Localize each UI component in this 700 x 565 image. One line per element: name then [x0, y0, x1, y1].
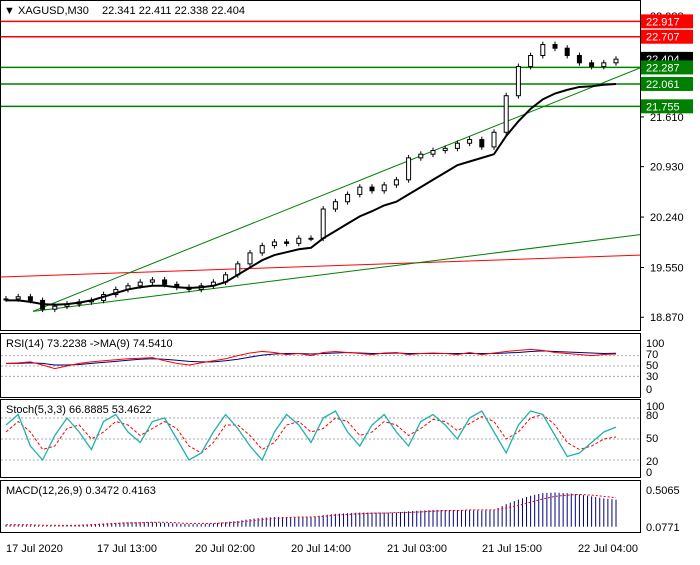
candle-body: [308, 237, 314, 240]
candle-body: [564, 47, 570, 57]
rsi-tick: 100: [646, 338, 664, 350]
price-axis-tick: 19.550: [650, 263, 684, 275]
candle-body: [552, 44, 558, 49]
stoch-tick: 100: [646, 401, 664, 413]
support-level-label: 22.287: [646, 62, 680, 74]
time-label: 21 Jul 03:00: [387, 543, 447, 555]
rsi-plot-layer: [1, 348, 640, 377]
candle-body: [381, 184, 387, 192]
candle-body: [27, 296, 33, 301]
axis-layer: 22.98821.61020.93020.24019.55018.87022.9…: [640, 11, 693, 324]
candle-body: [259, 245, 265, 254]
candle-body: [247, 252, 253, 265]
candle-body: [613, 58, 619, 64]
rsi-label: RSI(14) 73.2238 ->MA(9) 74.5410: [6, 338, 173, 350]
candle-body: [418, 153, 424, 159]
rsi-tick: 30: [646, 371, 658, 383]
candle-body: [15, 296, 21, 300]
stoch-tick: 0: [646, 467, 652, 479]
candle-body: [442, 147, 448, 152]
time-label: 22 Jul 04:00: [578, 543, 638, 555]
price-axis-tick: 20.240: [650, 212, 684, 224]
resistance-level-label: 22.707: [646, 32, 680, 44]
candle-body: [345, 193, 351, 203]
price-plot-layer: [0, 20, 641, 313]
support-level-badge: [641, 99, 693, 114]
rsi-tick: 50: [646, 360, 658, 372]
support-level-badge: [641, 60, 693, 75]
candle-body: [430, 150, 436, 155]
candle-body: [601, 62, 607, 67]
candle-body: [393, 179, 399, 186]
resistance-level-label: 22.917: [646, 16, 680, 28]
time-label: 20 Jul 02:00: [195, 543, 255, 555]
trend-channel-lower: [32, 234, 641, 312]
rsi-line: [5, 348, 617, 370]
candle-body: [515, 65, 521, 97]
candle-body: [491, 131, 497, 148]
support-level-badge: [641, 76, 693, 91]
candle-body: [149, 279, 155, 283]
candle-body: [284, 241, 290, 244]
candle-body: [528, 55, 534, 67]
trend-channel-upper: [32, 67, 641, 312]
price-axis-tick: 18.870: [650, 312, 684, 324]
candle-body: [467, 139, 473, 144]
chart-collapse-icon[interactable]: ▼: [4, 5, 15, 17]
time-label: 17 Jul 13:00: [97, 543, 157, 555]
candle-body: [479, 139, 485, 148]
resistance-level-badge: [641, 29, 693, 44]
time-label: 20 Jul 14:00: [291, 543, 351, 555]
candle-body: [162, 279, 168, 285]
macd-tick: 0.5065: [646, 485, 680, 497]
rsi-tick: 0: [646, 384, 652, 396]
stoch-plot-layer: [1, 410, 640, 462]
macd-plot-layer: [5, 492, 617, 527]
macd-signal-line: [6, 493, 617, 526]
candle-body: [454, 142, 460, 149]
ohlc-values: 22.341 22.411 22.338 22.404: [102, 5, 245, 17]
long-resistance-line: [0, 254, 641, 278]
stoch-tick: 20: [646, 456, 658, 468]
time-label: 21 Jul 15:00: [482, 543, 542, 555]
candle-body: [357, 186, 363, 195]
time-label: 17 Jul 2020: [6, 543, 63, 555]
stoch-tick: 80: [646, 410, 658, 422]
price-axis-tick: 21.610: [650, 112, 684, 124]
resistance-level-badge: [641, 14, 693, 29]
macd-tick: 0.0771: [646, 522, 680, 534]
stoch-tick: 50: [646, 433, 658, 445]
candle-body: [503, 95, 509, 133]
rsi-tick: 70: [646, 349, 658, 361]
stoch-main-line: [5, 410, 617, 462]
support-level-label: 22.061: [646, 79, 680, 91]
candle-body: [406, 157, 412, 181]
candle-body: [296, 237, 302, 244]
candle-body: [540, 44, 546, 57]
stoch-label: Stoch(5,3,3) 66.8885 53.4622: [6, 404, 152, 416]
support-level-label: 21.755: [646, 101, 680, 113]
symbol-label: XAGUSD,M30: [18, 5, 89, 17]
rsi-ma-line: [6, 350, 617, 366]
moving-average-line: [6, 83, 617, 306]
candle-body: [271, 241, 277, 247]
candle-body: [320, 208, 326, 239]
candle-body: [137, 281, 143, 287]
macd-label: MACD(12,26,9) 0.3472 0.4163: [6, 485, 156, 497]
candle-body: [576, 55, 582, 64]
candle-body: [332, 201, 338, 210]
price-axis-tick: 20.930: [650, 162, 684, 174]
candle-body: [369, 186, 375, 192]
candle-body: [52, 305, 58, 310]
candle-body: [589, 62, 595, 67]
